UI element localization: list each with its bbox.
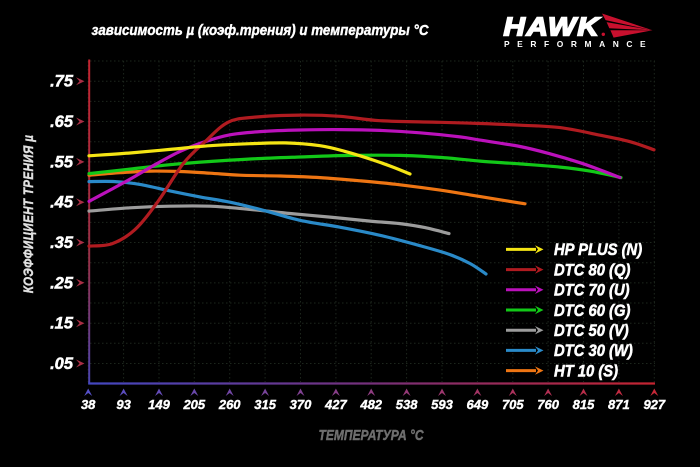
svg-text:149: 149 [148,397,170,412]
svg-text:538: 538 [396,397,418,412]
svg-text:370: 370 [290,397,312,412]
svg-text:DTC 50 (V): DTC 50 (V) [554,322,629,340]
svg-text:593: 593 [431,397,453,412]
svg-text:.25: .25 [50,274,74,292]
svg-text:.05: .05 [50,355,74,373]
svg-text:.55: .55 [50,153,74,171]
svg-text:93: 93 [116,397,131,412]
svg-text:205: 205 [182,397,205,412]
svg-text:.35: .35 [50,234,74,252]
svg-text:815: 815 [573,397,595,412]
svg-text:482: 482 [359,397,382,412]
svg-text:PERFORMANCE: PERFORMANCE [504,39,653,49]
svg-text:DTC 70 (U): DTC 70 (U) [554,282,630,300]
svg-text:38: 38 [81,397,96,412]
svg-text:HT 10 (S): HT 10 (S) [554,363,618,381]
svg-text:427: 427 [324,397,347,412]
svg-text:871: 871 [608,397,630,412]
svg-text:ТЕМПЕРАТУРА °C: ТЕМПЕРАТУРА °C [318,427,423,443]
svg-text:260: 260 [218,397,241,412]
svg-text:HAWK: HAWK [504,12,601,41]
svg-text:705: 705 [502,397,524,412]
svg-text:927: 927 [643,397,665,412]
svg-text:760: 760 [537,397,559,412]
svg-text:DTC 30 (W): DTC 30 (W) [554,342,633,360]
svg-text:.75: .75 [50,73,74,91]
svg-text:DTC 80 (Q): DTC 80 (Q) [554,262,630,280]
svg-text:.15: .15 [50,315,74,333]
svg-text:649: 649 [467,397,489,412]
svg-text:DTC 60 (G): DTC 60 (G) [554,302,630,320]
svg-text:315: 315 [254,397,276,412]
svg-text:.65: .65 [50,113,74,131]
svg-text:КОЭФФИЦИЕНТ ТРЕНИЯ µ: КОЭФФИЦИЕНТ ТРЕНИЯ µ [21,135,36,294]
svg-text:HP PLUS (N): HP PLUS (N) [554,241,642,259]
svg-text:зависимость µ (коэф.трения) и: зависимость µ (коэф.трения) и температур… [92,22,430,39]
svg-text:.45: .45 [50,194,74,212]
